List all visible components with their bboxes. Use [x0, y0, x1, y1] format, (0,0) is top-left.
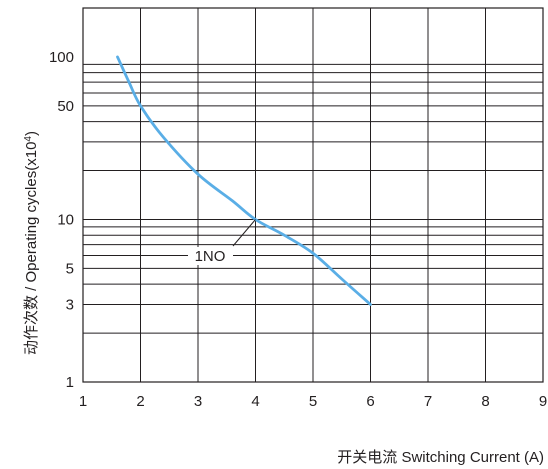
tick-labels: 1 2 3 4 5 6 7 8 9 1 3 5 10 50 100: [49, 49, 547, 410]
x-axis-title: 开关电流 Switching Current (A): [337, 449, 544, 466]
plot-frame: [82, 7, 544, 383]
annotation-label: 1NO: [195, 248, 226, 265]
y-axis-title-superscript: 4: [23, 136, 34, 142]
y-tick-label: 100: [49, 49, 74, 66]
series-layer: [116, 55, 372, 306]
y-axis-title: 动作次数 / Operating cycles(x104): [23, 131, 41, 355]
x-tick-label: 9: [539, 393, 547, 410]
x-tick-label: 4: [251, 393, 259, 410]
x-tick-label: 1: [79, 393, 87, 410]
annotation-leader-line: [232, 219, 256, 247]
y-tick-label: 10: [57, 211, 74, 228]
x-tick-label: 7: [424, 393, 432, 410]
y-tick-label: 3: [66, 296, 74, 313]
y-axis-title-tail: ): [23, 131, 40, 136]
x-tick-label: 2: [136, 393, 144, 410]
x-tick-label: 5: [309, 393, 317, 410]
y-axis-title-main: 动作次数 / Operating cycles(x10: [23, 142, 40, 355]
annotation-label-background: [188, 247, 233, 265]
grid: [83, 8, 543, 382]
x-tick-label: 8: [481, 393, 489, 410]
x-tick-label: 6: [366, 393, 374, 410]
y-tick-label: 5: [66, 260, 74, 277]
x-tick-label: 3: [194, 393, 202, 410]
series-line-1no: [116, 55, 372, 306]
annotation-layer: 1NO: [188, 219, 256, 265]
y-tick-label: 1: [66, 374, 74, 391]
y-tick-label: 50: [57, 98, 74, 115]
